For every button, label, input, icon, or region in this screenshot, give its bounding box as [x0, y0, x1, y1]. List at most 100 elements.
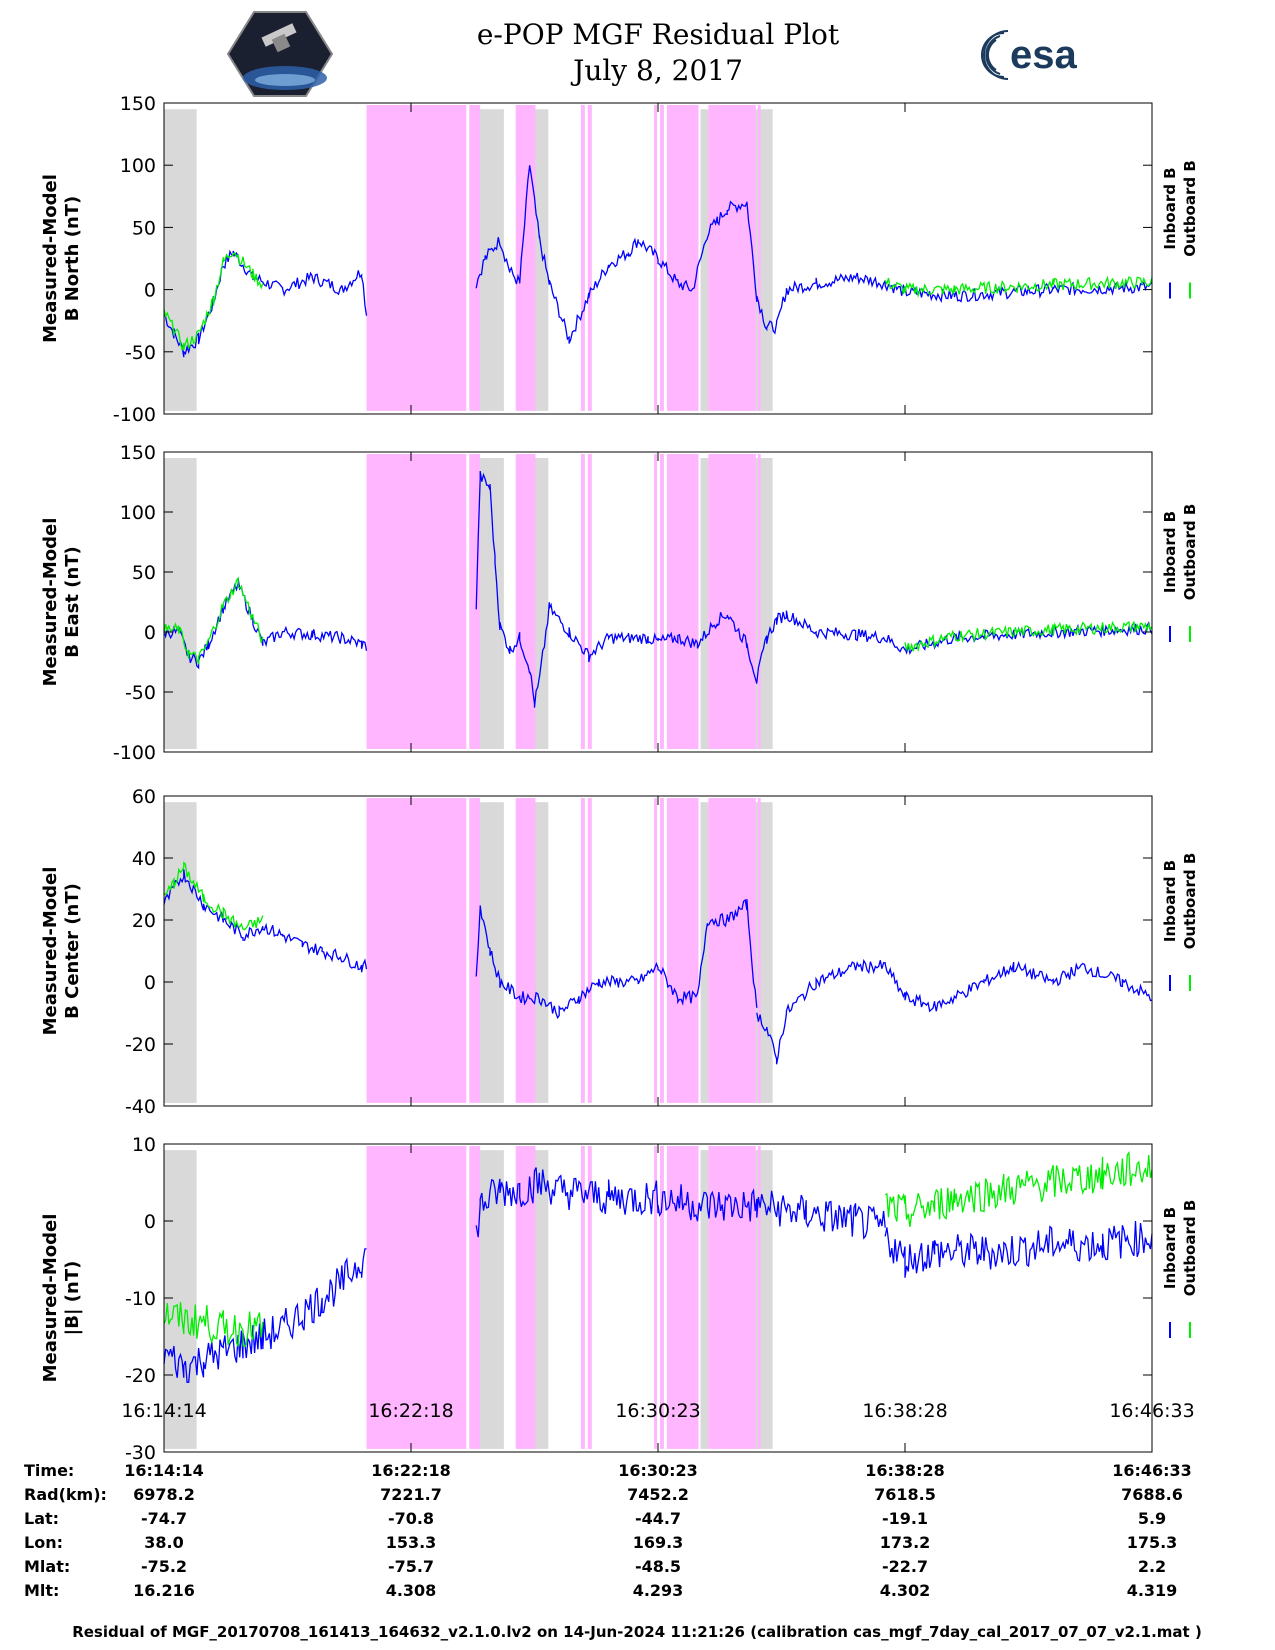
info-cell: 2.2 [1138, 1557, 1166, 1576]
inboard-b-series [163, 1248, 367, 1383]
data-gap-band [532, 109, 549, 411]
y-tick-label: 0 [144, 622, 156, 644]
info-cell: 4.302 [880, 1581, 931, 1600]
y-axis-label: Measured-Model|B| (nT) [40, 1214, 83, 1383]
info-row-label: Mlt: [24, 1581, 59, 1600]
flagged-interval-band [469, 798, 481, 1103]
axes-frame [163, 451, 1153, 753]
y-tick-label: 0 [144, 972, 156, 994]
flagged-interval-band [659, 105, 664, 411]
y-tick-label: -30 [125, 1442, 156, 1464]
flagged-interval-band [666, 798, 699, 1103]
y-tick-label: -100 [113, 404, 156, 426]
axes-frame [163, 795, 1153, 1107]
panel-4: -30 -20 -10 0 10 Measured-Model|B| (nT) Inboar… [40, 1134, 1199, 1464]
info-cell: 153.3 [386, 1533, 437, 1552]
info-row-lon: Lon: 38.0 153.3 169.3 173.2 175.3 [24, 1533, 1177, 1552]
info-cell: -70.8 [388, 1509, 434, 1528]
y-tick-label: 10 [132, 1134, 156, 1156]
legend-label-outboard: Outboard B [1181, 853, 1199, 950]
info-cell: 16.216 [133, 1581, 195, 1600]
inboard-b-series [756, 610, 1153, 683]
chart-title-line1: e-POP MGF Residual Plot [477, 18, 840, 51]
info-cell: 16:22:18 [371, 1461, 451, 1480]
y-axis-label: Measured-ModelB North (nT) [40, 174, 83, 343]
info-cell: -19.1 [882, 1509, 928, 1528]
legend-label-outboard: Outboard B [1181, 1200, 1199, 1297]
y-axis-label-line1: Measured-Model [40, 867, 61, 1036]
inboard-b-series [756, 272, 1153, 335]
outboard-b-series [163, 1302, 264, 1348]
info-cell: 169.3 [633, 1533, 684, 1552]
outboard-b-series [163, 252, 264, 352]
flagged-interval-band [659, 798, 664, 1103]
info-cell: -75.2 [141, 1557, 187, 1576]
inboard-b-series [756, 958, 1153, 1065]
flagged-interval-band [757, 105, 761, 411]
flagged-interval-band [580, 454, 585, 749]
y-tick-label: -40 [125, 1096, 156, 1118]
flagged-interval-band [654, 1146, 658, 1449]
data-gap-band [164, 1150, 197, 1449]
info-row-mlt: Mlt: 16.216 4.308 4.293 4.302 4.319 [24, 1581, 1177, 1600]
flagged-interval-band [515, 105, 536, 411]
panel-1: -100 -50 0 50 100 150 Measured-ModelB North (n… [40, 93, 1199, 426]
info-row-label: Rad(km): [24, 1485, 107, 1504]
y-tick-label: 0 [144, 1211, 156, 1233]
data-gap-band [478, 109, 504, 411]
flagged-interval-band [469, 1146, 481, 1449]
info-cell: 7452.2 [627, 1485, 689, 1504]
data-gap-band [700, 109, 709, 411]
info-row-mlat: Mlat: -75.2 -75.7 -48.5 -22.7 2.2 [24, 1557, 1166, 1576]
legend-label-inboard: Inboard B [1161, 167, 1179, 249]
flagged-interval-band [515, 798, 536, 1103]
info-row-rad: Rad(km): 6978.2 7221.7 7452.2 7618.5 768… [24, 1485, 1183, 1504]
y-tick-label: -50 [125, 342, 156, 364]
inboard-b-series [163, 869, 368, 973]
flagged-interval-band [366, 798, 467, 1103]
outboard-b-series [163, 576, 264, 665]
info-row-label: Lon: [24, 1533, 63, 1552]
x-tick-label: 16:38:28 [862, 1400, 947, 1422]
info-row-label: Lat: [24, 1509, 59, 1528]
flagged-interval-band [708, 798, 756, 1103]
x-tick-label: 16:22:18 [368, 1400, 453, 1422]
esa-logo: esa [981, 30, 1077, 80]
x-tick-label: 16:46:33 [1109, 1400, 1194, 1422]
y-tick-label: 150 [120, 442, 156, 464]
flagged-interval-band [580, 105, 585, 411]
flagged-interval-band [666, 105, 699, 411]
legend-label-outboard: Outboard B [1181, 504, 1199, 601]
data-gap-band [700, 802, 709, 1103]
y-axis-label-line2: B East (nT) [62, 546, 83, 658]
panel-2: -100 -50 0 50 100 150 Measured-ModelB East (nT… [40, 442, 1199, 764]
flagged-interval-band [708, 105, 756, 411]
info-cell: 38.0 [144, 1533, 183, 1552]
inboard-b-series [475, 471, 758, 708]
flagged-interval-band [666, 454, 699, 749]
flagged-interval-band [757, 454, 761, 749]
info-cell: -74.7 [141, 1509, 187, 1528]
y-tick-label: 150 [120, 93, 156, 115]
y-axis-label-line1: Measured-Model [40, 518, 61, 687]
info-cell: 4.293 [633, 1581, 684, 1600]
legend-label-outboard: Outboard B [1181, 160, 1199, 257]
y-tick-label: 100 [120, 502, 156, 524]
data-gap-band [532, 802, 549, 1103]
data-gap-band [164, 802, 197, 1103]
flagged-interval-band [515, 1146, 536, 1449]
info-row-lat: Lat: -74.7 -70.8 -44.7 -19.1 5.9 [24, 1509, 1166, 1528]
y-axis-label-line2: |B| (nT) [62, 1261, 83, 1336]
flagged-interval-band [580, 1146, 585, 1449]
flagged-interval-band [708, 1146, 756, 1449]
y-tick-label: 60 [132, 786, 156, 808]
info-cell: 16:46:33 [1112, 1461, 1192, 1480]
data-gap-band [700, 458, 709, 749]
info-cell: -44.7 [635, 1509, 681, 1528]
y-tick-label: -10 [125, 1288, 156, 1310]
info-cell: 4.308 [386, 1581, 437, 1600]
x-tick-label: 16:14:14 [121, 1400, 206, 1422]
y-tick-label: 100 [120, 155, 156, 177]
flagged-interval-band [654, 105, 658, 411]
y-axis-label: Measured-ModelB East (nT) [40, 518, 83, 687]
